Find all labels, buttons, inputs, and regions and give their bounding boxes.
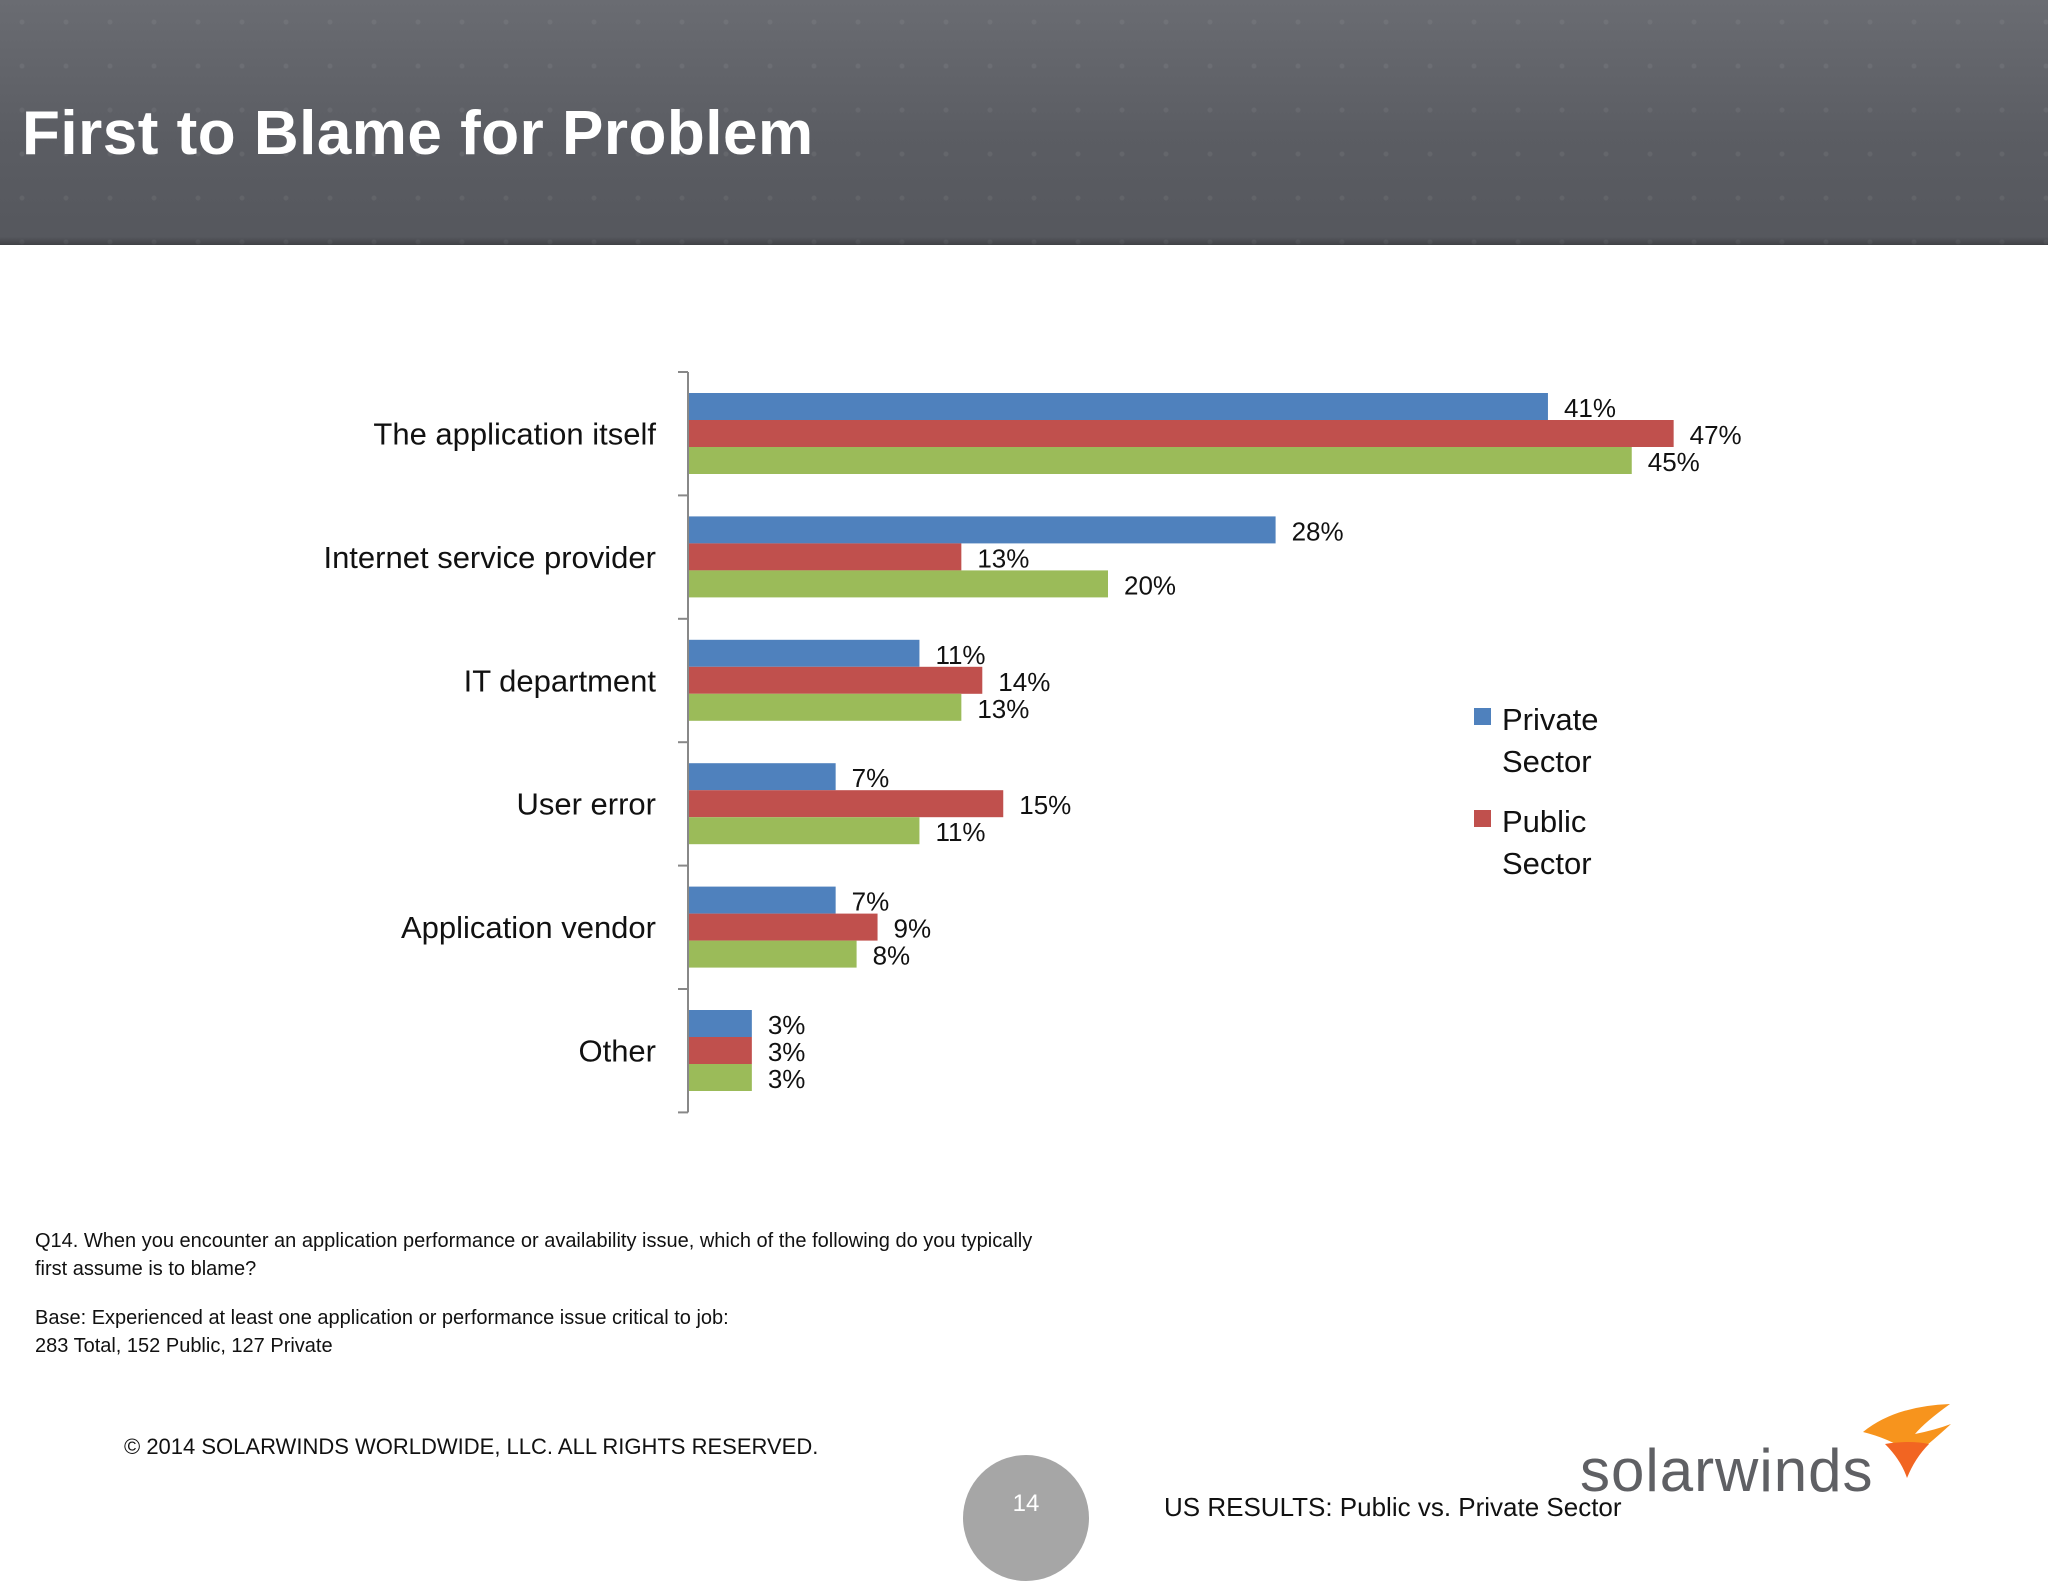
legend-swatch — [1474, 708, 1491, 725]
legend-label: Sector — [1502, 846, 1592, 881]
category-label: Application vendor — [401, 910, 656, 945]
bar — [689, 1037, 752, 1064]
bar — [689, 1010, 752, 1037]
data-label: 3% — [768, 1037, 806, 1067]
data-label: 11% — [935, 640, 985, 670]
copyright-notice: © 2014 SOLARWINDS WORLDWIDE, LLC. ALL RI… — [124, 1434, 819, 1459]
bar — [689, 420, 1674, 447]
legend-label: Sector — [1502, 744, 1592, 779]
bar — [689, 516, 1276, 544]
bar — [689, 940, 857, 968]
title-banner: First to Blame for Problem — [0, 0, 2048, 245]
data-label: 9% — [894, 914, 932, 944]
page-number-badge — [963, 1455, 1089, 1581]
bar — [689, 817, 920, 845]
bar — [689, 639, 920, 667]
page-number: 14 — [1012, 1490, 1040, 1517]
legend-label: Public — [1502, 804, 1586, 839]
data-label: 3% — [768, 1064, 806, 1094]
category-label: User error — [516, 787, 656, 822]
bar — [689, 790, 1004, 818]
data-label: 3% — [768, 1010, 806, 1040]
bar — [689, 570, 1108, 598]
bar — [689, 1064, 752, 1091]
bar — [689, 763, 836, 791]
data-label: 15% — [1019, 790, 1071, 820]
data-label: 13% — [977, 543, 1029, 573]
bar — [689, 393, 1548, 420]
survey-question: Q14. When you encounter an application p… — [35, 1230, 1033, 1280]
results-caption: US RESULTS: Public vs. Private Sector — [1164, 1492, 1622, 1522]
data-label: 14% — [998, 667, 1050, 697]
category-label: IT department — [464, 663, 657, 698]
bar — [689, 693, 962, 721]
data-label: 13% — [977, 694, 1029, 724]
category-label: Other — [578, 1034, 656, 1069]
data-label: 20% — [1124, 570, 1176, 600]
data-label: 11% — [935, 817, 985, 847]
legend-label: Private — [1502, 702, 1598, 737]
logo-flame-icon — [1863, 1404, 1951, 1478]
banner-pattern — [0, 0, 2048, 245]
bar — [689, 886, 836, 914]
bar-chart: The application itself 41% 47%45% Internet … — [323, 371, 1742, 1114]
category-label: Internet service provider — [323, 540, 656, 575]
solarwinds-logo: solarwinds — [1580, 1400, 1960, 1510]
data-label: 7% — [852, 887, 890, 917]
logo-wordmark: solarwinds — [1580, 1437, 1874, 1504]
category-label: The application itself — [373, 417, 656, 452]
data-label: 41% — [1564, 393, 1616, 423]
data-label: 28% — [1292, 516, 1344, 546]
legend-swatch — [1474, 810, 1491, 827]
data-label: 45% — [1648, 447, 1700, 477]
survey-base: Base: Experienced at least one applicati… — [35, 1307, 729, 1357]
bar — [689, 666, 983, 694]
bar — [689, 447, 1632, 474]
data-label: 7% — [852, 763, 890, 793]
data-label: 8% — [873, 941, 911, 971]
slide-title: First to Blame for Problem — [22, 99, 814, 168]
bar — [689, 543, 962, 571]
data-label: 47% — [1690, 420, 1742, 450]
bar — [689, 913, 878, 941]
banner-shadow — [0, 237, 2048, 245]
